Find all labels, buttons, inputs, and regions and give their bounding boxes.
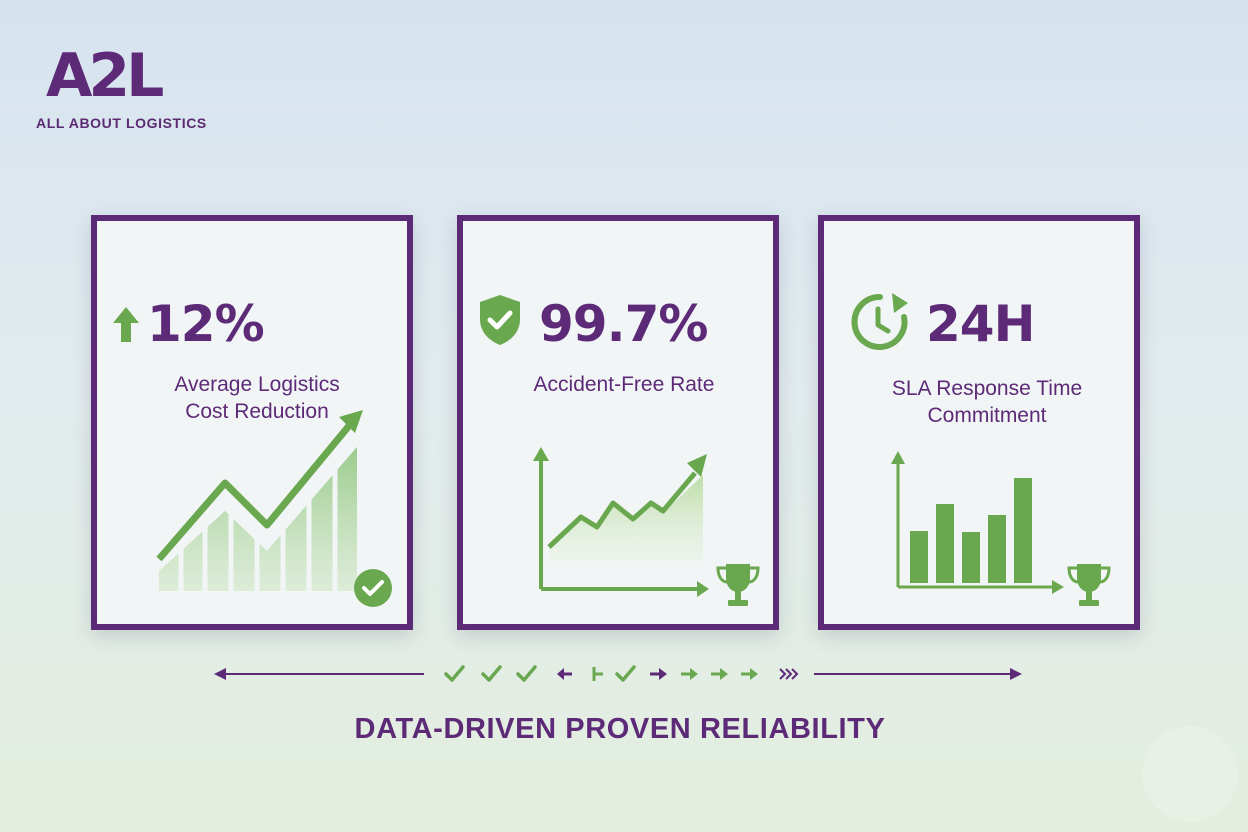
up-arrow-icon [113, 307, 139, 342]
check-circle-icon [354, 569, 392, 607]
progress-divider [0, 658, 1248, 692]
bar [1014, 478, 1032, 583]
stat-card-accident-free: 99.7% Accident-Free Rate [457, 215, 779, 630]
bar [936, 504, 954, 583]
bar-chart [891, 451, 1064, 594]
stat-label: SLA Response Time Commitment [824, 375, 1150, 429]
stat-card-cost-reduction: 12% Average Logistics Cost Reduction [91, 215, 413, 630]
brand-logo: A2L ALL ABOUT LOGISTICS [36, 34, 226, 134]
stat-value: 24H [926, 295, 1035, 353]
clock-icon [851, 293, 908, 350]
check-icon [444, 665, 465, 682]
trophy-icon [716, 564, 760, 606]
arrow-right-icon [1010, 668, 1022, 680]
stat-value: 12% [147, 295, 265, 353]
logo-text: A2L [46, 41, 163, 110]
rising-line-chart [533, 447, 709, 597]
bar [962, 532, 980, 583]
check-icon [615, 665, 636, 682]
a2l-logo-icon: A2L [46, 41, 167, 110]
watermark-circle [1142, 726, 1238, 822]
stat-label-line1: Average Logistics [174, 373, 340, 396]
stat-label-line2: Commitment [927, 404, 1047, 427]
headline: DATA-DRIVEN PROVEN RELIABILITY [354, 713, 886, 745]
check-icon [516, 665, 537, 682]
stat-label-line2: Cost Reduction [185, 400, 329, 423]
arrow-right-icon [741, 668, 758, 680]
arrow-left-icon [557, 668, 572, 680]
stat-label-line1: Accident-Free Rate [533, 373, 715, 396]
rising-area-chart [156, 410, 363, 593]
arrow-right-icon [650, 668, 667, 680]
stat-label-line1: SLA Response Time [891, 377, 1083, 400]
stat-value: 99.7% [539, 295, 708, 353]
arrow-left-icon [214, 668, 226, 680]
stat-card-sla-response: 24H SLA Response Time Commitment [818, 215, 1140, 630]
stat-label: Accident-Free Rate [463, 371, 785, 398]
double-chevron-icon [779, 668, 799, 680]
tee-icon [592, 667, 603, 681]
bar [910, 531, 928, 583]
trophy-icon [1067, 564, 1111, 606]
divider-graphic [214, 665, 1022, 682]
arrow-right-icon [681, 668, 698, 680]
brand-tagline: ALL ABOUT LOGISTICS [36, 115, 207, 131]
check-icon [481, 665, 502, 682]
shield-check-icon [480, 295, 520, 345]
arrow-right-icon [711, 668, 728, 680]
stat-label: Average Logistics Cost Reduction [97, 371, 417, 425]
bar [988, 515, 1006, 583]
